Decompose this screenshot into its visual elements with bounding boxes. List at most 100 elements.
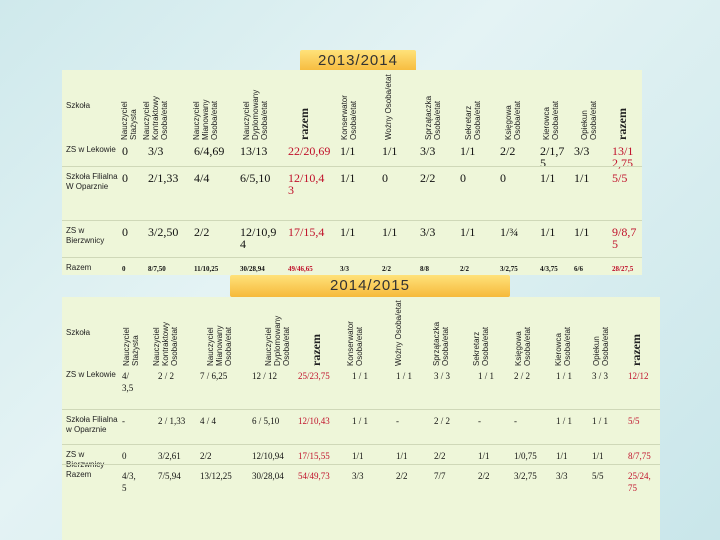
table-cell: 12/10,43 — [298, 416, 330, 426]
table-cell: 4 / 4 — [200, 416, 217, 426]
table-cell: 2/1,7 5 — [540, 144, 565, 170]
column-header: Konserwator Osoba/etat — [340, 95, 358, 140]
column-header: Sprzątaczka Osoba/etat — [432, 321, 450, 366]
table-cell: 1/1 — [340, 171, 356, 185]
table-cell: 30/28,94 — [240, 265, 265, 273]
column-header: razem — [309, 334, 323, 366]
table-cell: 3/3 — [574, 144, 590, 158]
row-label: Szkoła Filialna W Oparznie — [66, 172, 118, 191]
table-cell: 1/1 — [460, 144, 476, 158]
table-cell: 3/2,75 — [514, 471, 537, 481]
table-cell: 3/3 — [340, 265, 349, 273]
table-cell: 17/15,55 — [298, 451, 330, 461]
column-header: Szkoła — [66, 328, 91, 337]
table-cell: 17/15,4 — [288, 225, 325, 239]
table-cell: 2/2 — [396, 471, 408, 481]
table-cell: 1/0,75 — [514, 451, 537, 461]
table-cell: 2 / 1,33 — [158, 416, 186, 426]
table-cell: 3/2,50 — [148, 225, 179, 239]
column-header: Księgowa Osoba/etat — [504, 100, 522, 140]
column-header: Nauczyciel Mianowany Osoba/etat — [192, 99, 219, 140]
table-cell: 1/1 — [396, 451, 408, 461]
table-cell: 1/1 — [556, 451, 568, 461]
table-cell: 1/1 — [352, 451, 364, 461]
table-cell: 3/2,75 — [500, 265, 518, 273]
table-cell: 5/5 — [612, 171, 628, 185]
column-header: Sekretarz Osoba/etat — [464, 100, 482, 140]
table-cell: 6/6 — [574, 265, 583, 273]
column-header: Nauczyciel Kontraktowy Osoba/etat — [152, 321, 179, 366]
table-cell: 1 / 1 — [352, 416, 369, 426]
table-panel-bottom — [62, 297, 660, 540]
table-cell: 49/46,65 — [288, 265, 313, 273]
column-header: Księgowa Osoba/etat — [514, 326, 532, 366]
row-divider — [62, 409, 660, 410]
table-cell: 28/27,5 — [612, 265, 634, 273]
table-cell: 7 / 6,25 — [200, 371, 228, 381]
table-cell: 7/7 — [434, 471, 446, 481]
table-cell: - — [396, 416, 399, 426]
table-cell: 1/1 — [540, 171, 556, 185]
table-cell: 8/7,75 — [628, 451, 651, 461]
column-header: Opiekun Osoba/etat — [580, 100, 598, 140]
table-cell: 7/5,94 — [158, 471, 181, 481]
table-cell: 2/2 — [500, 144, 516, 158]
row-divider — [62, 257, 642, 258]
column-header: Kierowca Osoba/etat — [542, 100, 560, 140]
table-cell: 2/2 — [420, 171, 436, 185]
column-header: Opiekun Osoba/etat — [592, 326, 610, 366]
table-cell: 1/1 — [460, 225, 476, 239]
table-cell: 8/7,50 — [148, 265, 166, 273]
table-cell: 3 / 3 — [434, 371, 451, 381]
column-header: Konserwator Osoba/etat — [346, 321, 364, 366]
row-label: ZS w Lekowie — [66, 145, 116, 154]
row-label: ZS w Bierzwnicy — [66, 226, 105, 245]
table-cell: 5/5 — [628, 416, 640, 426]
table-cell: 22/20,69 — [288, 144, 331, 158]
table-cell: 0 — [122, 225, 128, 239]
table-cell: 1 / 1 — [556, 371, 573, 381]
table-cell: 0 — [122, 265, 126, 273]
table-cell: 3 / 3 — [592, 371, 609, 381]
row-label: Razem — [66, 470, 92, 479]
table-cell: 12/10,9 4 — [240, 225, 277, 251]
table-cell: 12/10,94 — [252, 451, 284, 461]
column-header: razem — [297, 108, 311, 140]
column-header: Szkoła — [66, 101, 91, 110]
column-header: Nauczyciel Dyplomowany Osoba/etat — [242, 89, 269, 140]
table-cell: 54/49,73 — [298, 471, 330, 481]
table-cell: 11/10,25 — [194, 265, 219, 273]
row-divider — [62, 166, 642, 167]
table-cell: 3/3 — [420, 225, 436, 239]
table-cell: 5/5 — [592, 471, 604, 481]
table-cell: 2/2 — [478, 471, 490, 481]
column-header: Nauczyciel Stażysta — [122, 327, 140, 366]
table-cell: 1/1 — [478, 451, 490, 461]
column-header: Sekretarz Osoba/etat — [472, 326, 490, 366]
table-cell: 1/1 — [540, 225, 556, 239]
table-cell: 2 / 2 — [434, 416, 451, 426]
column-header: razem — [629, 334, 643, 366]
table-cell: 0 — [500, 171, 506, 185]
table-cell: 2/2 — [460, 265, 469, 273]
table-cell: 0 — [122, 451, 127, 461]
year-banner-top: 2013/2014 — [300, 50, 416, 72]
table-cell: 1/¾ — [500, 225, 519, 239]
row-label: Szkoła Filialna w Oparznie — [66, 415, 118, 434]
table-cell: 1 / 1 — [396, 371, 413, 381]
table-cell: 9/8,7 5 — [612, 225, 637, 251]
column-header: Kierowca Osoba/etat — [554, 326, 572, 366]
table-cell: 3/3 — [352, 471, 364, 481]
table-cell: 3/3 — [148, 144, 164, 158]
table-cell: 6/4,69 — [194, 144, 225, 158]
table-cell: 4/ 3,5 — [122, 371, 134, 393]
row-divider — [62, 464, 660, 465]
table-cell: 4/4 — [194, 171, 210, 185]
row-label: ZS w Lekowie — [66, 370, 116, 379]
table-cell: 6/5,10 — [240, 171, 271, 185]
table-cell: 8/8 — [420, 265, 429, 273]
column-header: Nauczyciel Stażysta — [120, 101, 138, 140]
table-cell: 1/1 — [340, 144, 356, 158]
table-cell: 2 / 2 — [514, 371, 531, 381]
table-cell: 1 / 1 — [556, 416, 573, 426]
